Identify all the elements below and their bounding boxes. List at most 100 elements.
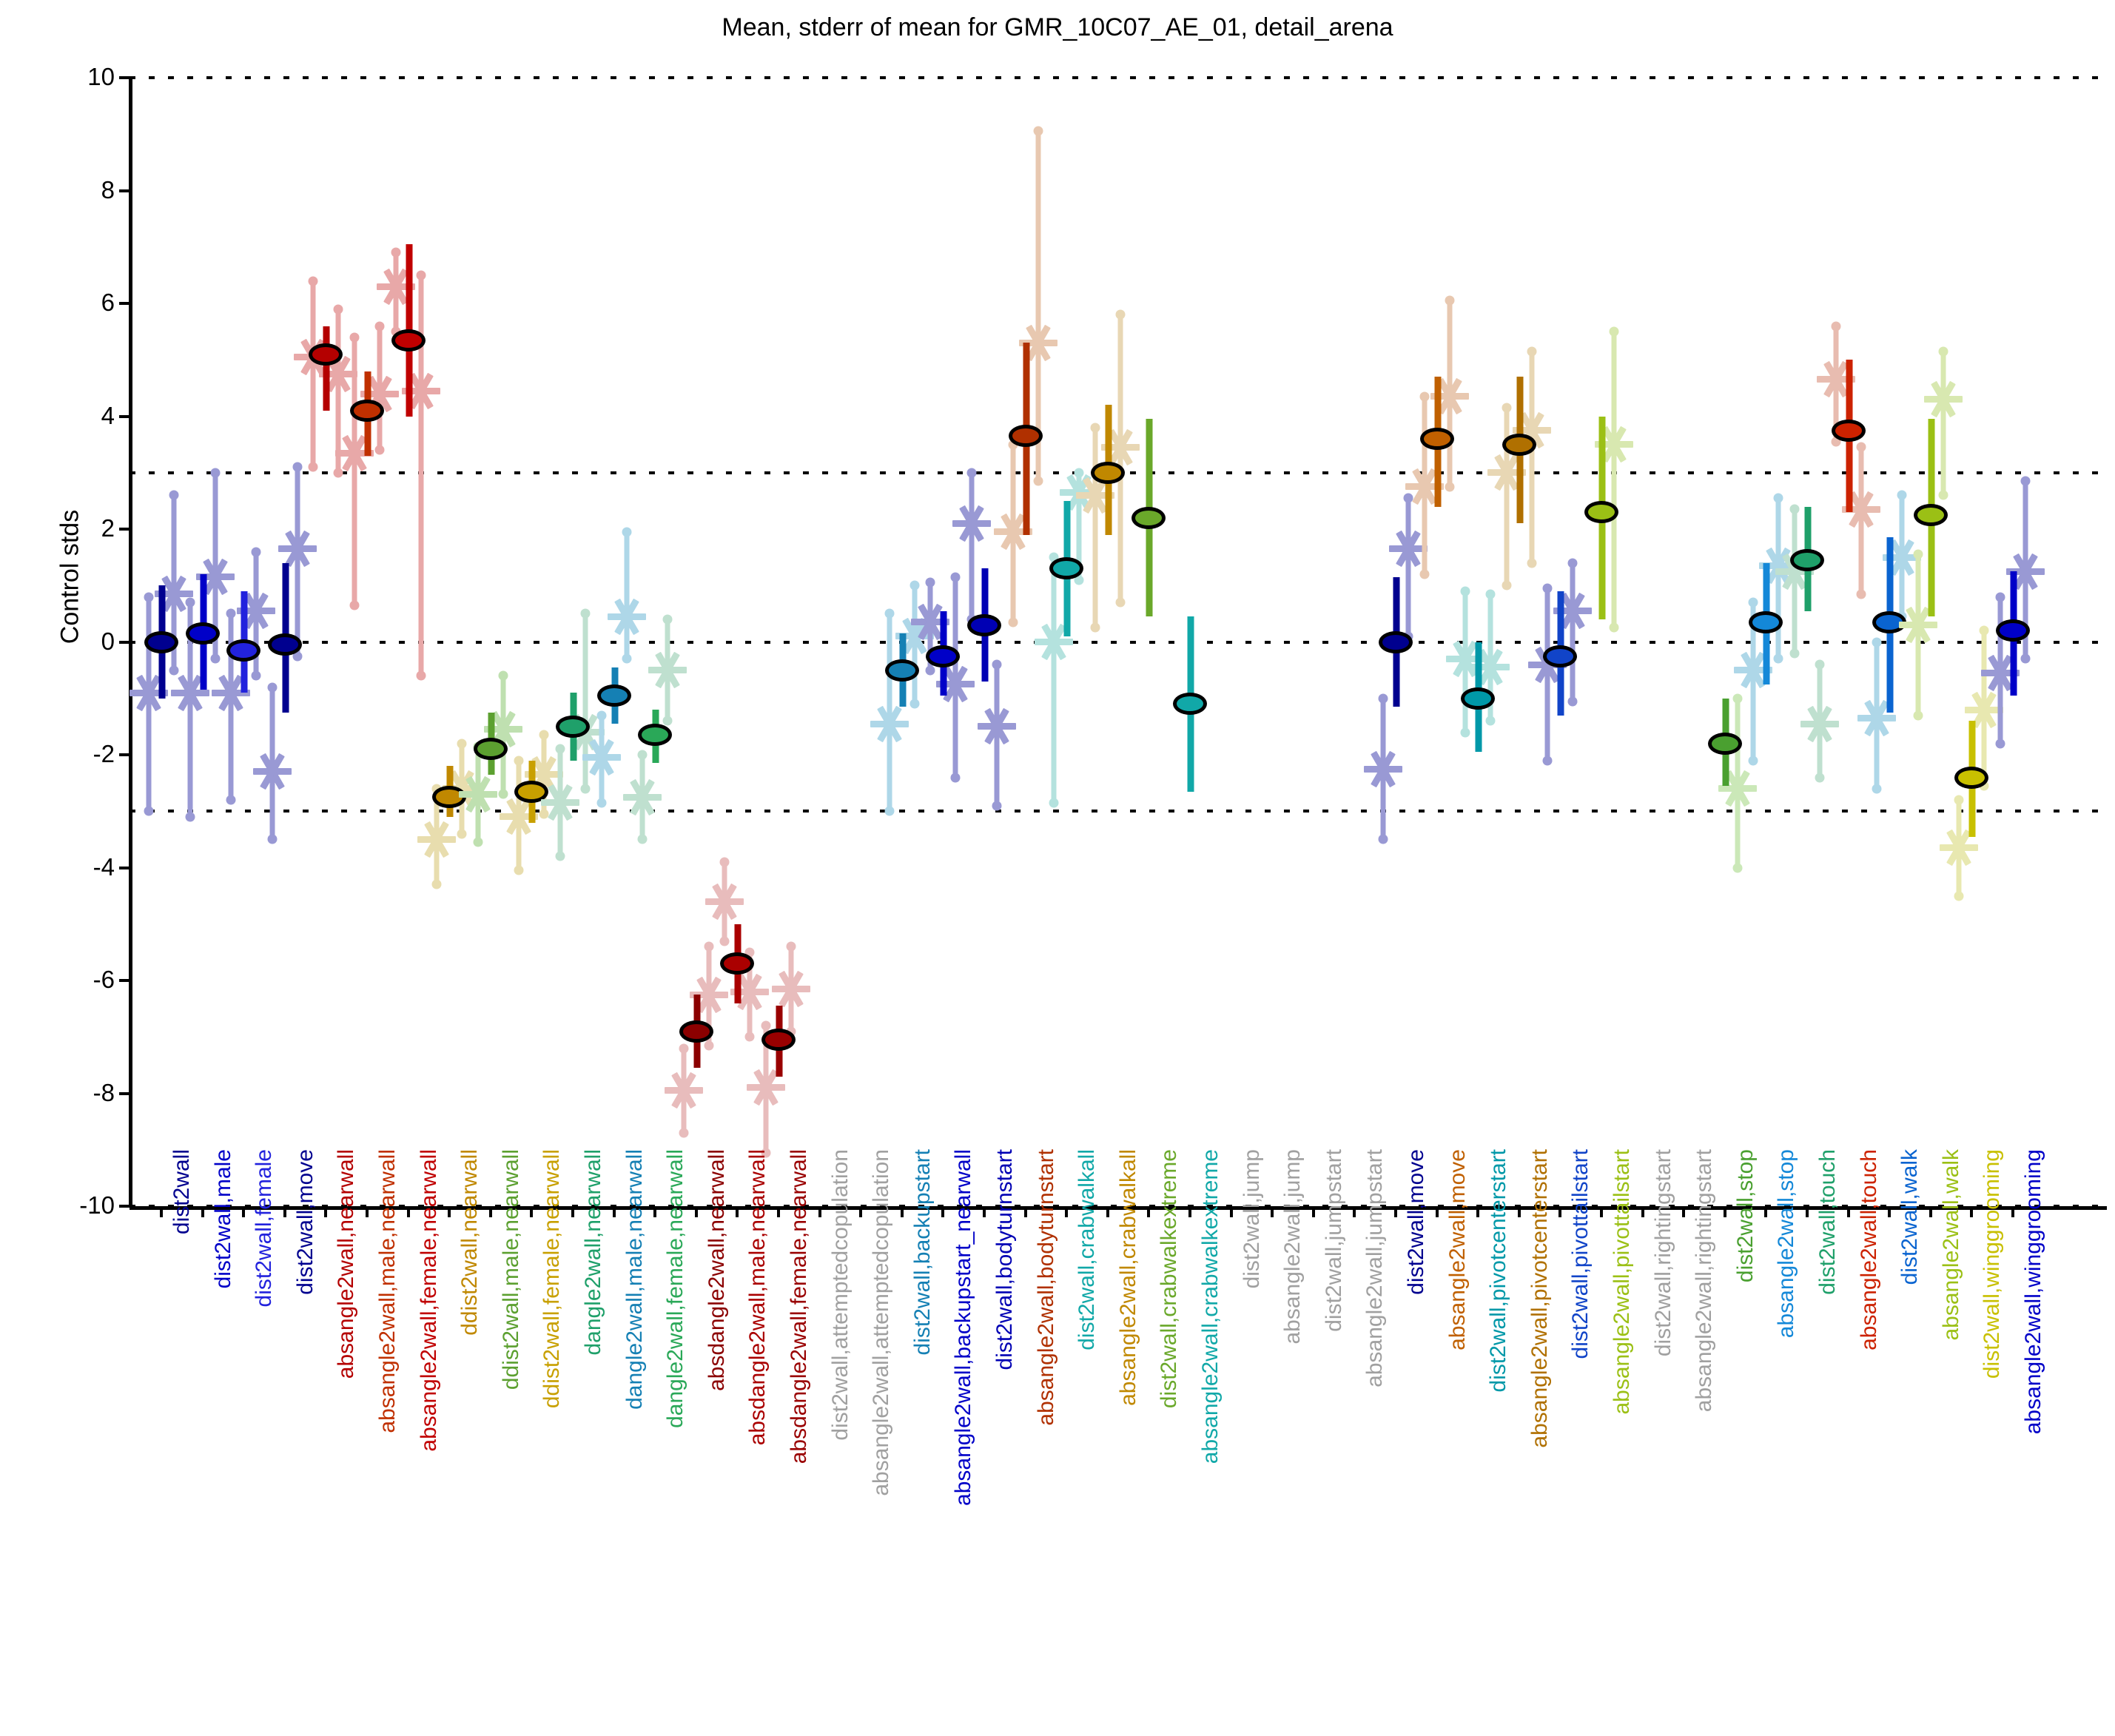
mean-error-bar — [323, 326, 330, 411]
mean-marker — [556, 715, 590, 738]
mean-marker — [1543, 645, 1578, 667]
category-marker-group — [130, 78, 2105, 1206]
error-bar-cap — [580, 608, 591, 619]
error-bar-cap — [950, 773, 961, 782]
error-bar-cap — [539, 730, 549, 740]
category-marker-group — [130, 78, 2105, 1206]
x-tick-label: absangle2wall,jump — [1280, 1149, 1305, 1345]
x-tick — [1271, 1206, 1274, 1217]
category-marker-group — [130, 78, 2105, 1206]
error-bar-cap — [374, 445, 385, 455]
category-marker-group — [130, 78, 2105, 1206]
x-tick-label: dist2wall,rightingstart — [1650, 1149, 1675, 1357]
error-bar-cap — [226, 795, 236, 805]
category-marker-group — [130, 78, 2105, 1206]
error-bar-cap — [1378, 693, 1388, 704]
y-tick — [119, 189, 130, 192]
x-tick — [324, 1206, 328, 1217]
sample-error-bar-right — [624, 531, 630, 659]
error-bar-cap — [185, 812, 195, 822]
error-bar-cap — [2020, 653, 2031, 664]
y-tick-label: 6 — [101, 289, 115, 316]
error-bar-cap — [1542, 756, 1553, 766]
y-tick — [119, 753, 130, 756]
error-bar-cap — [596, 710, 607, 721]
error-bar-cap — [761, 1148, 771, 1158]
sample-error-bar-right — [1405, 498, 1411, 636]
x-tick — [160, 1206, 163, 1217]
mean-marker — [1996, 619, 2030, 642]
y-tick-label: -10 — [79, 1191, 115, 1219]
x-tick-label: dist2wall,walk — [1897, 1149, 1923, 1285]
error-bar-cap — [308, 462, 318, 472]
error-bar-cap — [333, 304, 343, 314]
x-tick-label: dist2wall,move — [292, 1149, 317, 1295]
error-bar-cap — [1502, 403, 1512, 413]
mean-marker — [391, 329, 426, 351]
x-tick-label: dangle2wall,male,nearwall — [622, 1149, 647, 1410]
y-tick-label: 4 — [101, 401, 115, 429]
error-bar-cap — [1033, 126, 1043, 136]
category-marker-group — [130, 78, 2105, 1206]
error-bar-cap — [1460, 727, 1470, 737]
x-tick-label: dangle2wall,female,nearwall — [663, 1149, 688, 1428]
x-tick-label: absangle2wall,jumpstart — [1362, 1149, 1388, 1387]
error-bar-cap — [704, 1040, 714, 1051]
category-marker-group — [130, 78, 2105, 1206]
error-bar-cap — [1954, 891, 1964, 901]
mean-marker — [1461, 687, 1496, 710]
x-tick-label: dist2wall,male — [210, 1149, 235, 1289]
error-bar-cap — [884, 608, 895, 619]
x-tick — [1764, 1206, 1768, 1217]
x-tick — [818, 1206, 821, 1217]
category-marker-group — [130, 78, 2105, 1206]
x-tick — [1682, 1206, 1686, 1217]
error-bar-cap — [1979, 625, 1989, 636]
x-tick — [777, 1206, 780, 1217]
error-bar-cap — [1856, 442, 1866, 452]
y-tick-label: -4 — [93, 852, 115, 881]
error-bar-cap — [679, 1043, 689, 1053]
sample-error-bar-left — [1504, 408, 1510, 586]
error-bar-cap — [662, 614, 673, 625]
y-tick — [119, 979, 130, 982]
x-tick-label: dist2wall,stop — [1732, 1149, 1758, 1283]
error-bar-cap — [1460, 586, 1470, 596]
sample-error-bar-right — [912, 585, 918, 704]
category-marker-group — [130, 78, 2105, 1206]
error-bar-cap — [1378, 834, 1388, 844]
error-bar-cap — [416, 670, 426, 681]
error-bar-cap — [719, 936, 730, 946]
x-tick — [694, 1206, 698, 1217]
error-bar-cap — [374, 321, 385, 331]
sample-error-bar-right — [1940, 351, 1946, 496]
category-marker-group — [130, 78, 2105, 1206]
sample-error-bar-left — [187, 602, 193, 817]
x-tick-label: absangle2wall,male,nearwall — [375, 1149, 400, 1433]
mean-marker — [926, 645, 961, 667]
mean-marker — [1132, 506, 1166, 529]
error-bar-cap — [704, 941, 714, 952]
x-tick-label: absangle2wall,crabwalkextreme — [1198, 1149, 1223, 1464]
error-bar-cap — [622, 527, 632, 537]
x-tick — [242, 1206, 246, 1217]
error-bar-cap — [1502, 580, 1512, 591]
mean-marker — [1790, 548, 1824, 571]
category-marker-group — [130, 78, 2105, 1206]
sample-error-bar-left — [352, 337, 357, 605]
category-marker-group — [130, 78, 2105, 1206]
sample-error-bar-right — [171, 495, 177, 670]
category-marker-group — [130, 78, 2105, 1206]
x-tick-label: dist2wall,jump — [1239, 1149, 1264, 1289]
mean-marker — [1419, 428, 1454, 450]
category-marker-group — [130, 78, 2105, 1206]
error-bar-cap — [909, 699, 920, 709]
reference-line — [130, 76, 2105, 79]
x-tick — [612, 1206, 616, 1217]
x-tick — [1147, 1206, 1151, 1217]
x-tick — [406, 1206, 410, 1217]
error-bar-cap — [1008, 617, 1018, 628]
chart-title: Mean, stderr of mean for GMR_10C07_AE_01… — [722, 13, 1393, 41]
x-tick-label: absangle2wall,move — [1445, 1149, 1470, 1350]
